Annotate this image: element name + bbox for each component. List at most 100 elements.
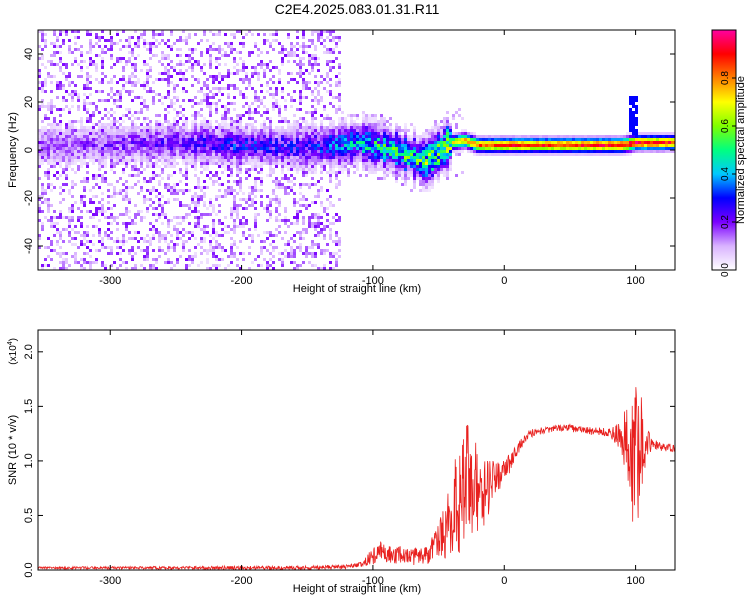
heatmap-cell (230, 132, 233, 135)
heatmap-cell (425, 189, 428, 192)
heatmap-cell (302, 204, 305, 207)
heatmap-cell (215, 147, 218, 150)
heatmap-cell (71, 153, 74, 156)
heatmap-cell (125, 39, 128, 42)
heatmap-cell (266, 261, 269, 264)
heatmap-cell (116, 159, 119, 162)
heatmap-cell (179, 204, 182, 207)
heatmap-cell (86, 84, 89, 87)
heatmap-cell (281, 144, 284, 147)
heatmap-cell (143, 153, 146, 156)
heatmap-cell (188, 132, 191, 135)
heatmap-cell (218, 87, 221, 90)
heatmap-cell (107, 81, 110, 84)
heatmap-cell (497, 135, 500, 138)
heatmap-cell (638, 138, 641, 141)
heatmap-cell (584, 138, 587, 141)
heatmap-cell (311, 153, 314, 156)
heatmap-cell (191, 141, 194, 144)
heatmap-cell (302, 45, 305, 48)
heatmap-cell (548, 141, 551, 144)
heatmap-cell (134, 168, 137, 171)
heatmap-cell (59, 237, 62, 240)
heatmap-cell (68, 144, 71, 147)
heatmap-cell (617, 144, 620, 147)
heatmap-cell (215, 60, 218, 63)
heatmap-cell (281, 162, 284, 165)
heatmap-cell (215, 156, 218, 159)
heatmap-cell (50, 81, 53, 84)
heatmap-cell (194, 207, 197, 210)
heatmap-cell (77, 144, 80, 147)
heatmap-cell (431, 138, 434, 141)
heatmap-cell (233, 255, 236, 258)
heatmap-cell (128, 78, 131, 81)
heatmap-cell (158, 240, 161, 243)
heatmap-cell (242, 156, 245, 159)
heatmap-cell (83, 126, 86, 129)
heatmap-cell (122, 129, 125, 132)
heatmap-cell (605, 153, 608, 156)
heatmap-cell (518, 153, 521, 156)
heatmap-cell (182, 189, 185, 192)
heatmap-cell (299, 57, 302, 60)
heatmap-cell (47, 105, 50, 108)
heatmap-cell (170, 138, 173, 141)
heatmap-cell (131, 66, 134, 69)
heatmap-cell (101, 132, 104, 135)
heatmap-cell (128, 93, 131, 96)
heatmap-cell (311, 162, 314, 165)
heatmap-cell (329, 78, 332, 81)
heatmap-cell (98, 111, 101, 114)
heatmap-cell (224, 156, 227, 159)
heatmap-cell (500, 144, 503, 147)
heatmap-cell (257, 99, 260, 102)
heatmap-cell (134, 129, 137, 132)
heatmap-cell (65, 165, 68, 168)
heatmap-cell (83, 186, 86, 189)
heatmap-cell (200, 159, 203, 162)
heatmap-cell (458, 132, 461, 135)
heatmap-cell (113, 150, 116, 153)
heatmap-cell (266, 126, 269, 129)
heatmap-cell (68, 45, 71, 48)
heatmap-cell (329, 252, 332, 255)
heatmap-cell (200, 51, 203, 54)
heatmap-cell (251, 201, 254, 204)
heatmap-cell (539, 135, 542, 138)
heatmap-cell (86, 240, 89, 243)
heatmap-cell (212, 87, 215, 90)
heatmap-cell (191, 114, 194, 117)
heatmap-cell (119, 147, 122, 150)
heatmap-cell (248, 159, 251, 162)
heatmap-cell (404, 132, 407, 135)
heatmap-cell (272, 159, 275, 162)
heatmap-cell (374, 123, 377, 126)
heatmap-cell (161, 222, 164, 225)
heatmap-cell (74, 84, 77, 87)
heatmap-cell (410, 123, 413, 126)
heatmap-cell (407, 138, 410, 141)
heatmap-cell (131, 51, 134, 54)
heatmap-cell (119, 213, 122, 216)
heatmap-cell (416, 153, 419, 156)
heatmap-cell (38, 150, 41, 153)
heatmap-cell (281, 258, 284, 261)
heatmap-cell (320, 249, 323, 252)
heatmap-cell (281, 165, 284, 168)
heatmap-cell (158, 237, 161, 240)
heatmap-cell (323, 252, 326, 255)
heatmap-cell (65, 153, 68, 156)
heatmap-cell (410, 138, 413, 141)
heatmap-cell (167, 177, 170, 180)
heatmap-cell (527, 144, 530, 147)
heatmap-cell (611, 141, 614, 144)
heatmap-cell (308, 87, 311, 90)
heatmap-cell (86, 132, 89, 135)
heatmap-cell (230, 159, 233, 162)
heatmap-cell (188, 222, 191, 225)
heatmap-cell (248, 204, 251, 207)
heatmap-cell (107, 111, 110, 114)
heatmap-cell (50, 102, 53, 105)
heatmap-cell (629, 102, 632, 105)
